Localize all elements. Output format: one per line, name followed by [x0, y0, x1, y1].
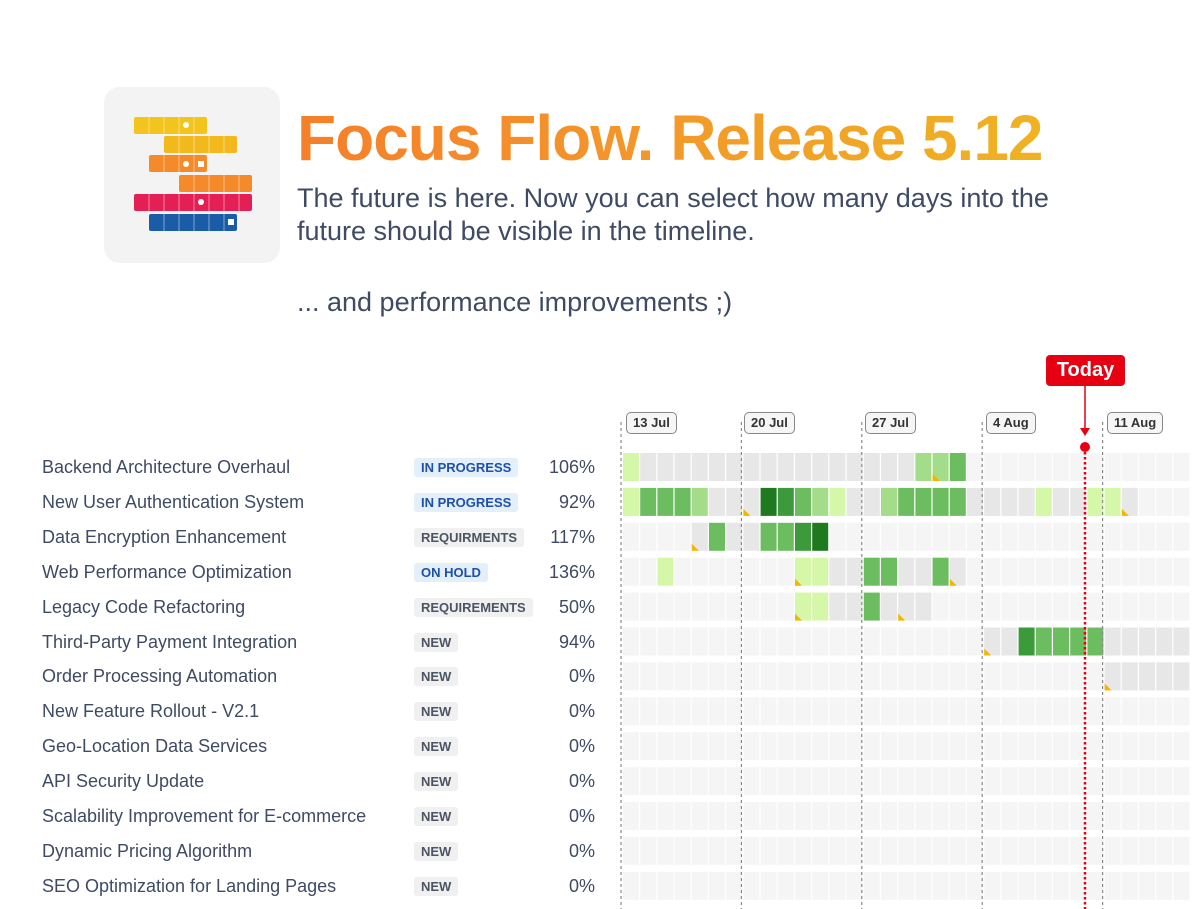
task-name[interactable]: Legacy Code Refactoring — [42, 596, 246, 617]
task-name[interactable]: Scalability Improvement for E-commerce — [42, 806, 367, 826]
task-name[interactable]: New User Authentication System — [42, 491, 305, 512]
task-row[interactable]: Third-Party Payment Integration NEW 94% — [0, 628, 1200, 663]
performance-note: ... and performance improvements ;) — [297, 287, 733, 317]
task-row[interactable]: Backend Architecture Overhaul IN PROGRESS… — [0, 453, 1200, 488]
status-badge[interactable]: NEW — [414, 772, 459, 792]
task-percent: 0% — [568, 701, 595, 722]
task-name[interactable]: New Feature Rollout - V2.1 — [42, 701, 260, 722]
task-name[interactable]: Order Processing Automation — [42, 666, 278, 687]
task-name[interactable]: Third-Party Payment Integration — [42, 631, 298, 652]
task-percent: 0% — [568, 875, 595, 896]
task-percent: 117% — [550, 526, 595, 547]
task-row[interactable]: SEO Optimization for Landing Pages NEW 0% — [0, 872, 1200, 907]
status-badge[interactable]: IN PROGRESS — [414, 458, 519, 477]
task-row[interactable]: Dynamic Pricing Algorithm NEW 0% — [0, 837, 1200, 872]
release-description: The future is here. Now you can select h… — [297, 183, 1049, 246]
task-row[interactable]: Geo-Location Data Services NEW 0% — [0, 732, 1200, 767]
task-percent: 50% — [558, 596, 595, 617]
status-badge[interactable]: NEW — [414, 807, 459, 826]
status-badge[interactable]: ON HOLD — [414, 562, 488, 582]
date-label: 4 Aug — [986, 412, 1036, 434]
task-name[interactable]: Dynamic Pricing Algorithm — [42, 840, 253, 861]
app-logo — [104, 87, 280, 263]
task-row[interactable]: New User Authentication System IN PROGRES… — [0, 488, 1200, 523]
status-badge[interactable]: NEW — [414, 737, 459, 757]
status-badge[interactable]: NEW — [414, 702, 459, 722]
task-percent: 0% — [568, 806, 595, 826]
task-percent: 106% — [548, 457, 595, 477]
today-badge: Today — [1046, 355, 1125, 386]
date-label: 20 Jul — [744, 412, 795, 434]
task-percent: 94% — [558, 631, 595, 652]
task-name[interactable]: API Security Update — [42, 771, 205, 792]
task-row[interactable]: Legacy Code Refactoring REQUIREMENTS 50% — [0, 593, 1200, 628]
task-name[interactable]: Web Performance Optimization — [42, 561, 292, 582]
task-percent: 0% — [568, 771, 595, 792]
task-percent: 92% — [558, 491, 595, 512]
task-percent: 136% — [548, 561, 595, 582]
today-arrow-head — [1080, 428, 1090, 436]
task-name[interactable]: Data Encryption Enhancement — [42, 526, 287, 547]
task-name[interactable]: Geo-Location Data Services — [42, 736, 268, 757]
date-label: 27 Jul — [865, 412, 916, 434]
task-row[interactable]: New Feature Rollout - V2.1 NEW 0% — [0, 697, 1200, 732]
status-badge[interactable]: REQUIREMENTS — [414, 597, 533, 617]
task-row[interactable]: Web Performance Optimization ON HOLD 136% — [0, 558, 1200, 593]
task-row[interactable]: Data Encryption Enhancement REQUIRMENTS 11… — [0, 523, 1200, 558]
status-badge[interactable]: IN PROGRESS — [414, 492, 519, 512]
status-badge[interactable]: NEW — [414, 841, 459, 861]
date-label: 13 Jul — [626, 412, 677, 434]
page-title: Focus Flow. Release 5.12 — [297, 102, 1043, 174]
today-dot — [1080, 442, 1090, 452]
focus-flow-logo-icon — [134, 117, 252, 231]
status-badge[interactable]: REQUIRMENTS — [414, 527, 525, 547]
status-badge[interactable]: NEW — [414, 667, 459, 687]
status-badge[interactable]: NEW — [414, 876, 459, 896]
task-name[interactable]: Backend Architecture Overhaul — [42, 457, 291, 477]
task-percent: 0% — [568, 736, 595, 757]
date-label: 11 Aug — [1107, 412, 1164, 434]
task-row[interactable]: API Security Update NEW 0% — [0, 767, 1200, 802]
task-row[interactable]: Order Processing Automation NEW 0% — [0, 662, 1200, 697]
task-name[interactable]: SEO Optimization for Landing Pages — [42, 875, 337, 896]
status-badge[interactable]: NEW — [414, 632, 459, 652]
task-percent: 0% — [568, 840, 595, 861]
task-row[interactable]: Scalability Improvement for E-commerce NE… — [0, 802, 1200, 837]
task-percent: 0% — [568, 666, 595, 687]
